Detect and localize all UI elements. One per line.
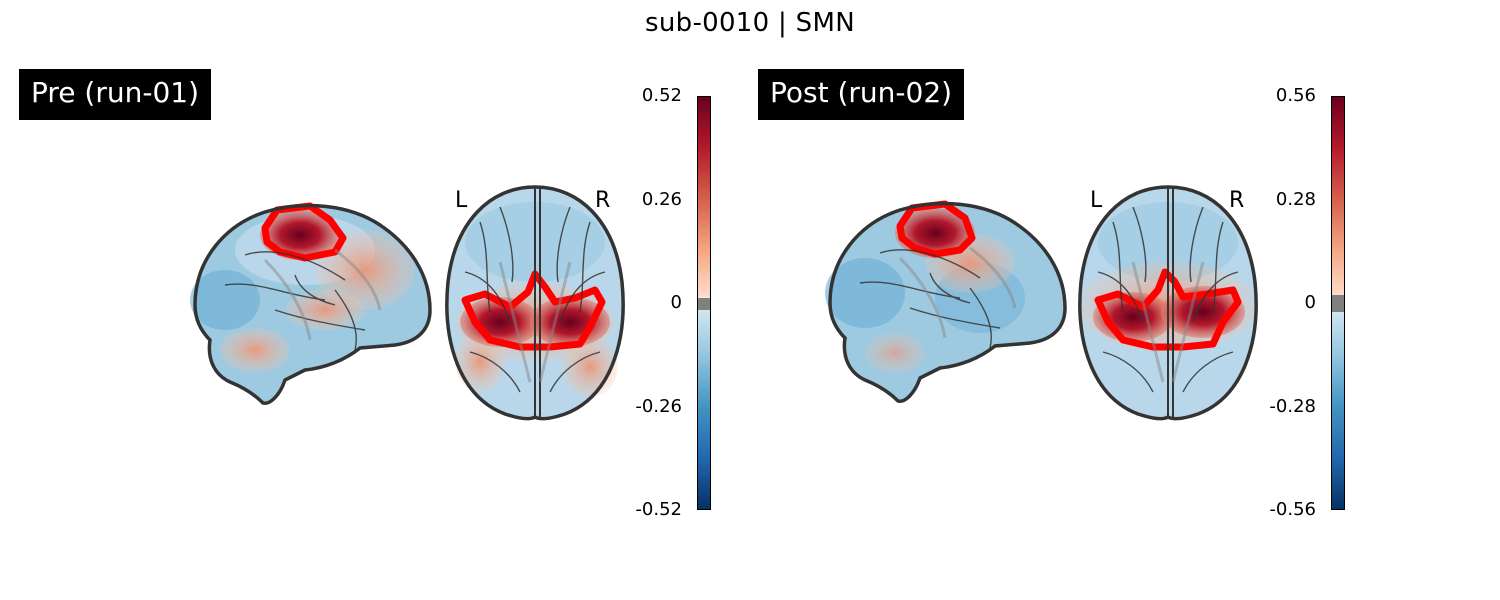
panel-label-pre: Pre (run-01) [19, 69, 211, 120]
axial-brain-view-post [1078, 185, 1258, 421]
colorbar-tick-mid-neg-pre: -0.26 [635, 396, 682, 417]
colorbar-tick-mid-neg-post: -0.28 [1269, 396, 1316, 417]
colorbar-tick-max-pre: 0.52 [641, 85, 682, 106]
orientation-right-label-post: R [1229, 188, 1245, 213]
colorbar-tick-mid-pos-post: 0.28 [1275, 189, 1316, 210]
threshold-band-pre [697, 298, 711, 310]
colorbar-tick-zero-pre: 0 [670, 292, 682, 313]
figure-title: sub-0010 | SMN [645, 8, 855, 38]
colorbar-tick-min-post: -0.56 [1269, 499, 1316, 520]
colorbar-tick-zero-post: 0 [1304, 292, 1316, 313]
orientation-right-label-pre: R [595, 188, 611, 213]
colorbar-pre [697, 96, 711, 510]
colorbar-tick-mid-pos-pre: 0.26 [641, 189, 682, 210]
colorbar-post [1331, 96, 1345, 510]
sagittal-brain-view-pre [190, 202, 432, 405]
colorbar-tick-min-pre: -0.52 [635, 499, 682, 520]
orientation-left-label-post: L [1090, 188, 1103, 213]
panel-label-post: Post (run-02) [758, 69, 965, 120]
axial-brain-view-pre [445, 185, 625, 421]
orientation-left-label-pre: L [455, 188, 468, 213]
threshold-band-post [1331, 295, 1345, 312]
sagittal-brain-view-post [825, 200, 1067, 403]
colorbar-tick-max-post: 0.56 [1275, 85, 1316, 106]
